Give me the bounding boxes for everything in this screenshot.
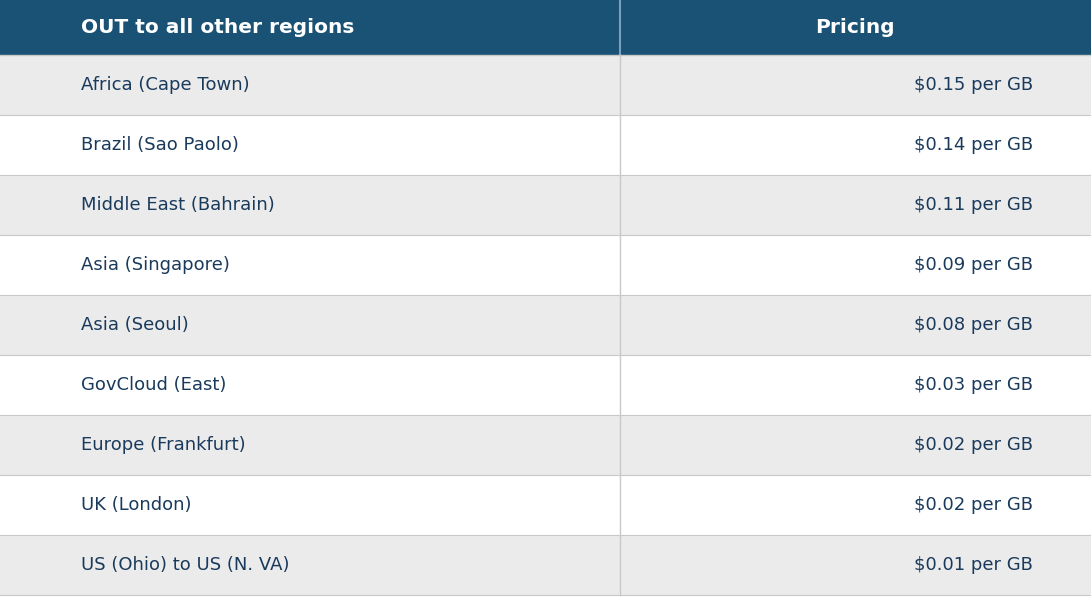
- Text: Middle East (Bahrain): Middle East (Bahrain): [81, 196, 274, 214]
- Text: $0.14 per GB: $0.14 per GB: [913, 136, 1033, 154]
- Bar: [0, 115, 1091, 175]
- Bar: [0, 535, 1091, 595]
- Text: $0.15 per GB: $0.15 per GB: [913, 76, 1033, 94]
- Bar: [0, 295, 1091, 355]
- Bar: [0, 175, 1091, 235]
- Text: Asia (Seoul): Asia (Seoul): [81, 316, 189, 334]
- Text: $0.08 per GB: $0.08 per GB: [914, 316, 1032, 334]
- Text: Brazil (Sao Paolo): Brazil (Sao Paolo): [81, 136, 239, 154]
- Text: US (Ohio) to US (N. VA): US (Ohio) to US (N. VA): [81, 556, 289, 574]
- Bar: [0, 55, 1091, 115]
- Text: $0.02 per GB: $0.02 per GB: [913, 436, 1033, 454]
- Text: Europe (Frankfurt): Europe (Frankfurt): [81, 436, 245, 454]
- Text: $0.03 per GB: $0.03 per GB: [913, 376, 1033, 394]
- Bar: [0, 235, 1091, 295]
- Text: OUT to all other regions: OUT to all other regions: [81, 18, 353, 37]
- Bar: [0, 355, 1091, 415]
- Text: Asia (Singapore): Asia (Singapore): [81, 256, 229, 274]
- Bar: [0, 0, 1091, 55]
- Text: GovCloud (East): GovCloud (East): [81, 376, 226, 394]
- Text: $0.11 per GB: $0.11 per GB: [913, 196, 1033, 214]
- Text: UK (London): UK (London): [81, 496, 191, 514]
- Text: Pricing: Pricing: [816, 18, 895, 37]
- Text: $0.09 per GB: $0.09 per GB: [913, 256, 1033, 274]
- Bar: [0, 415, 1091, 475]
- Text: Africa (Cape Town): Africa (Cape Town): [81, 76, 249, 94]
- Text: $0.01 per GB: $0.01 per GB: [914, 556, 1032, 574]
- Bar: [0, 475, 1091, 535]
- Text: $0.02 per GB: $0.02 per GB: [913, 496, 1033, 514]
